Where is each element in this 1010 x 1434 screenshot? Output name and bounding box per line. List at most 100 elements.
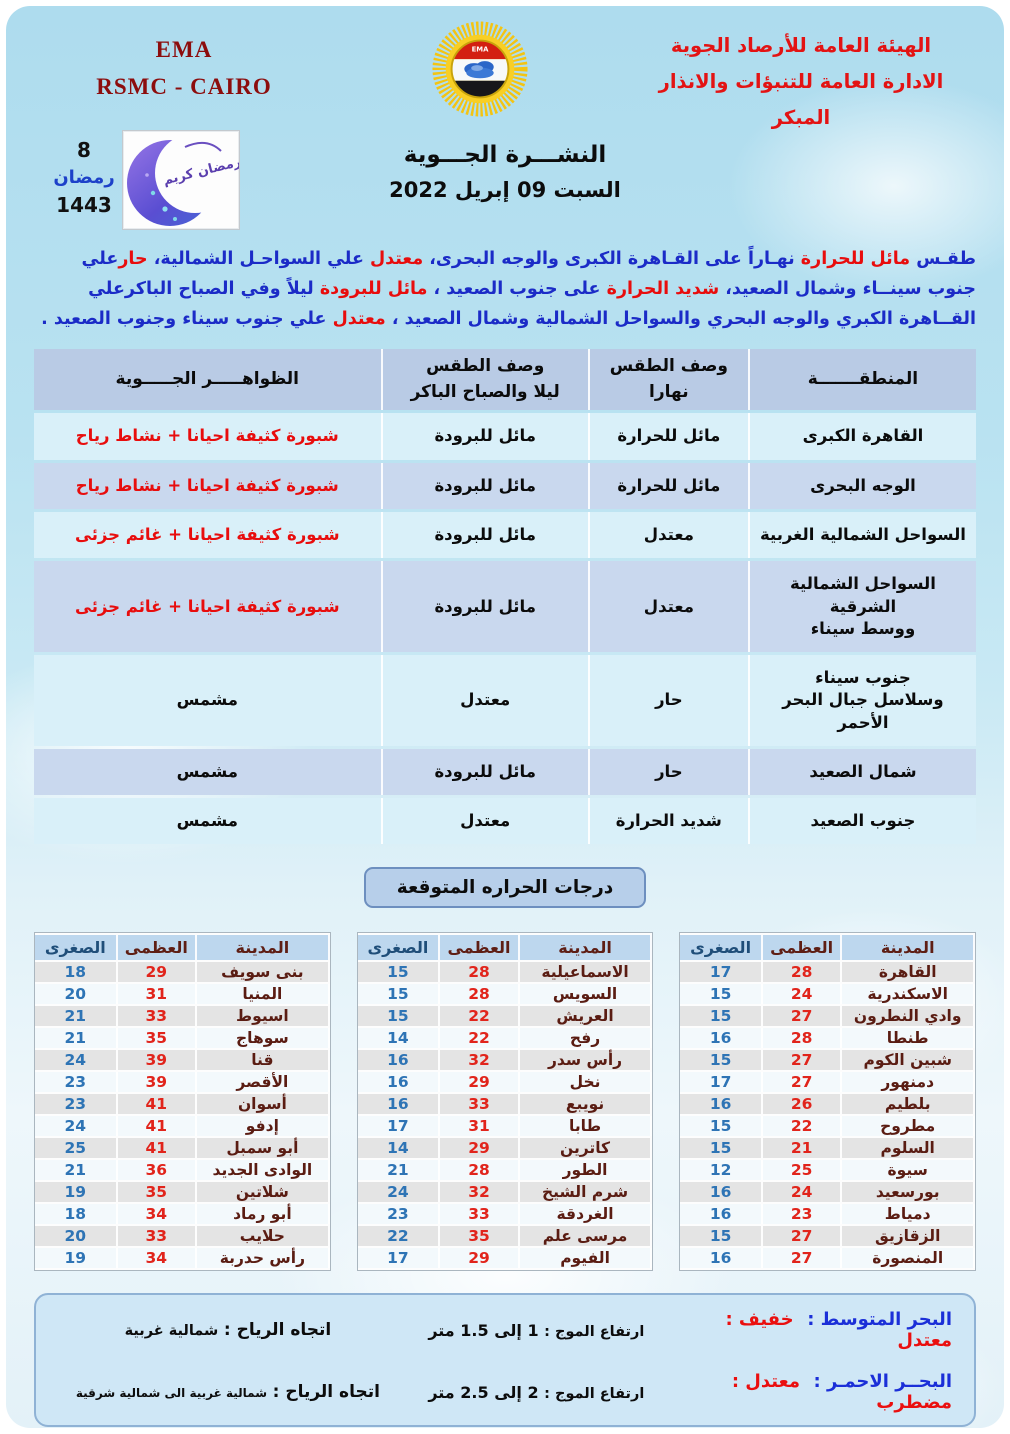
temp-table-upper-egypt: المدينة العظمى الصغرى بنى سويف 29 18 المنيا 31 2… — [34, 932, 331, 1272]
summary-segment: علي جنوب سيناء وجنوب الصعيد . — [41, 309, 333, 330]
temp-cell-min: 15 — [357, 1006, 441, 1027]
temp-cell-city: الطور — [519, 1160, 653, 1181]
temp-cell-max: 41 — [117, 1094, 198, 1115]
temp-cell-min: 17 — [680, 962, 763, 983]
rsmc-label: RSMC - CAIRO — [96, 73, 272, 99]
temp-cell-min: 24 — [357, 1182, 441, 1203]
temp-cell-city: الوادى الجديد — [197, 1160, 330, 1181]
temp-cell-max: 27 — [762, 1072, 843, 1093]
forecast-cell-region: جنوب سيناء وسلاسل جبال البحر الأحمر — [749, 655, 976, 746]
ema-label: EMA — [155, 37, 213, 62]
temp-cell-max: 28 — [440, 1160, 520, 1181]
temp-cell-min: 14 — [357, 1138, 441, 1159]
forecast-cell-day: معتدل — [589, 512, 750, 559]
forecast-row: القاهرة الكبرى مائل للحرارة مائل للبرودة شب… — [34, 413, 976, 460]
bulletin-date: السبت 09 إبريل 2022 — [389, 178, 621, 203]
forecast-cell-region: القاهرة الكبرى — [749, 413, 976, 460]
temp-cell-max: 29 — [440, 1248, 520, 1269]
temp-cell-city: المنصورة — [842, 1248, 975, 1269]
temp-cell-min: 19 — [35, 1248, 118, 1269]
temp-row: طنطا 28 16 — [680, 1028, 975, 1049]
forecast-cell-phen: شبورة كثيفة احيانا + نشاط رياح — [34, 413, 383, 460]
sea-name-label: البحر المتوسط : — [807, 1309, 952, 1331]
temp-row: حلايب 33 20 — [35, 1226, 330, 1247]
summary-segment: على جنوب الصعيد ، — [427, 279, 607, 300]
temp-row: بورسعيد 24 16 — [680, 1182, 975, 1203]
temperature-table: المدينة العظمى الصغرى القاهرة 28 17 الاسكندرية… — [680, 933, 975, 1271]
temp-cell-city: سيوة — [842, 1160, 975, 1181]
temp-cell-max: 29 — [117, 962, 198, 983]
temp-row: دمنهور 27 17 — [680, 1072, 975, 1093]
temp-cell-min: 23 — [357, 1204, 441, 1225]
temp-row: أبو سمبل 41 25 — [35, 1138, 330, 1159]
forecast-row: الوجه البحرى مائل للحرارة مائل للبرودة شبور… — [34, 462, 976, 509]
red-sea-state: البحــر الاحمـر : معتدل : مضطرب — [675, 1371, 952, 1413]
mediterranean-wave: ارتفاع الموج : 1 إلى 1.5 متر — [398, 1321, 675, 1340]
temp-cell-max: 22 — [440, 1006, 520, 1027]
forecast-cell-region: شمال الصعيد — [749, 748, 976, 796]
temp-cell-min: 15 — [680, 1050, 763, 1071]
temp-cell-max: 41 — [117, 1116, 198, 1137]
temp-row: سوهاج 35 21 — [35, 1028, 330, 1049]
forecast-header-phenomena: الظواهـــــر الجـــــوية — [34, 349, 383, 411]
temp-cell-min: 16 — [357, 1094, 441, 1115]
temp-row: أسوان 41 23 — [35, 1094, 330, 1115]
temp-cell-min: 20 — [35, 984, 118, 1005]
temp-cell-min: 25 — [35, 1138, 118, 1159]
temp-header-min: الصغرى — [680, 935, 763, 961]
temp-row: قنا 39 24 — [35, 1050, 330, 1071]
temp-row: أبو رماد 34 18 — [35, 1204, 330, 1225]
temp-cell-max: 28 — [762, 962, 843, 983]
temp-cell-min: 17 — [357, 1248, 441, 1269]
temp-row: الغردقة 33 23 — [357, 1204, 653, 1225]
temp-cell-min: 16 — [680, 1204, 763, 1225]
temp-cell-city: أبو سمبل — [197, 1138, 330, 1159]
ema-sun-logo: EMA — [334, 18, 626, 118]
temp-cell-city: شلاتين — [197, 1182, 330, 1203]
temp-cell-city: طنطا — [842, 1028, 975, 1049]
temp-cell-city: نويبع — [519, 1094, 653, 1115]
temp-cell-max: 27 — [762, 1226, 843, 1247]
temp-cell-city: الفيوم — [519, 1248, 653, 1269]
temp-cell-max: 23 — [762, 1204, 843, 1225]
temp-cell-max: 26 — [762, 1094, 843, 1115]
temp-row: السلوم 21 15 — [680, 1138, 975, 1159]
organization-titles: الهيئة العامة للأرصاد الجوية الادارة الع… — [626, 18, 976, 136]
summary-segment: معتدل — [332, 309, 386, 330]
temp-row: القاهرة 28 17 — [680, 962, 975, 983]
temp-cell-max: 35 — [117, 1028, 198, 1049]
forecast-cell-day: حار — [589, 655, 750, 746]
temp-cell-min: 16 — [680, 1182, 763, 1203]
temp-cell-min: 21 — [357, 1160, 441, 1181]
temp-cell-max: 33 — [117, 1006, 198, 1027]
temp-row: الاسماعيلية 28 15 — [357, 962, 653, 983]
temp-row: العريش 22 15 — [357, 1006, 653, 1027]
temp-cell-city: إدفو — [197, 1116, 330, 1137]
forecast-cell-phen: شبورة كثيفة احيانا + نشاط رياح — [34, 462, 383, 509]
hijri-date: 8 رمضان 1443 — [50, 136, 118, 220]
summary-line: طقـس مائل للحرارة نهـاراً على القـاهرة ا… — [34, 244, 976, 274]
temp-row: إدفو 41 24 — [35, 1116, 330, 1137]
temp-cell-max: 28 — [440, 984, 520, 1005]
cloud-emblem-icon — [464, 61, 494, 79]
temp-cell-city: مطروح — [842, 1116, 975, 1137]
temp-cell-max: 27 — [762, 1248, 843, 1269]
temp-row: المنيا 31 20 — [35, 984, 330, 1005]
forecast-cell-night: مائل للبرودة — [382, 748, 590, 796]
forecast-table-header: المنطقـــــــة وصف الطقس نهارا وصف الطقس… — [34, 349, 976, 411]
temp-row: الوادى الجديد 36 21 — [35, 1160, 330, 1181]
ramadan-crescent-image: رمضان كريم — [122, 130, 243, 231]
temp-row: رأس سدر 32 16 — [357, 1050, 653, 1071]
forecast-cell-phen: شبورة كثيفة احيانا + غائم جزئى — [34, 561, 383, 653]
temp-row: شبين الكوم 27 15 — [680, 1050, 975, 1071]
summary-segment: مائل للحرارة — [800, 249, 911, 270]
temp-cell-max: 33 — [117, 1226, 198, 1247]
temp-cell-city: رفح — [519, 1028, 653, 1049]
temp-cell-city: بلطيم — [842, 1094, 975, 1115]
wind-direction-value: شمالية غربية الى شمالية شرقية — [75, 1386, 268, 1401]
temp-cell-city: شبين الكوم — [842, 1050, 975, 1071]
temp-cell-max: 33 — [440, 1094, 520, 1115]
sea-state-box: البحر المتوسط : خفيف : معتدل ارتفاع المو… — [34, 1293, 976, 1428]
temp-cell-min: 18 — [35, 1204, 118, 1225]
